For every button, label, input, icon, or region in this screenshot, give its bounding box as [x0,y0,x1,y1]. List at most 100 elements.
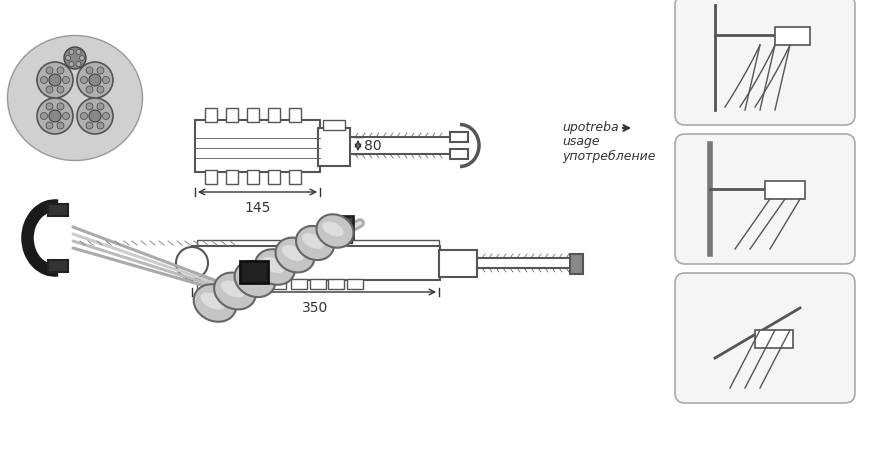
Circle shape [96,67,104,74]
Bar [322,120,345,130]
Bar [342,237,346,243]
Bar [325,216,353,238]
Bar [205,108,216,122]
Bar [192,246,440,280]
Ellipse shape [8,36,143,161]
Bar [226,170,238,184]
Ellipse shape [194,284,236,322]
Circle shape [46,67,53,74]
Circle shape [77,98,113,134]
Circle shape [63,112,70,119]
Text: upotreba: upotreba [561,122,618,134]
Bar [318,128,349,166]
Ellipse shape [262,257,284,273]
Circle shape [37,62,73,98]
Circle shape [76,50,81,54]
Bar [48,260,68,272]
Bar [248,279,263,289]
Circle shape [46,122,53,129]
Bar [223,279,240,289]
Bar [335,237,340,243]
Ellipse shape [214,272,255,309]
Circle shape [46,103,53,110]
Bar [569,254,582,274]
Text: usage: usage [561,136,599,148]
Bar [247,170,259,184]
Bar [196,240,439,247]
Ellipse shape [201,292,225,310]
Circle shape [57,122,64,129]
Bar [240,261,268,283]
Circle shape [86,86,93,93]
Circle shape [96,122,104,129]
Bar [309,279,326,289]
Bar [449,149,468,159]
Circle shape [49,74,61,86]
Bar [48,204,68,216]
Bar [289,108,301,122]
Circle shape [79,56,84,60]
Circle shape [63,76,70,83]
Circle shape [103,76,109,83]
Bar [328,279,343,289]
FancyBboxPatch shape [674,0,854,125]
Circle shape [65,56,70,60]
Ellipse shape [241,269,264,285]
Circle shape [77,62,113,98]
Bar [268,170,280,184]
Circle shape [86,67,93,74]
Circle shape [103,112,109,119]
Circle shape [41,112,48,119]
FancyBboxPatch shape [674,134,854,264]
Bar [195,120,320,172]
Circle shape [86,103,93,110]
Circle shape [64,47,86,69]
Circle shape [57,103,64,110]
Text: 145: 145 [244,201,270,215]
Circle shape [69,50,74,54]
Circle shape [96,103,104,110]
Circle shape [89,110,101,122]
Bar [774,27,809,45]
Circle shape [49,110,61,122]
Bar [289,170,301,184]
Circle shape [57,67,64,74]
Ellipse shape [295,226,334,260]
Circle shape [46,86,53,93]
Ellipse shape [316,214,353,248]
Text: употребление: употребление [561,149,654,162]
Text: 80: 80 [363,139,381,153]
Circle shape [176,247,208,279]
Circle shape [57,86,64,93]
Bar [347,279,362,289]
Ellipse shape [322,221,343,237]
Circle shape [86,122,93,129]
Circle shape [96,86,104,93]
Circle shape [89,74,101,86]
Bar [754,330,792,348]
Circle shape [41,76,48,83]
Bar [196,279,213,289]
Text: 350: 350 [302,301,328,315]
Bar [205,170,216,184]
Circle shape [81,76,88,83]
Bar [269,279,286,289]
Ellipse shape [275,238,314,272]
Ellipse shape [235,261,275,297]
Bar [449,132,468,142]
FancyBboxPatch shape [674,273,854,403]
Ellipse shape [221,281,245,298]
Bar [439,250,476,277]
Ellipse shape [302,233,323,249]
Circle shape [81,112,88,119]
Bar [290,279,307,289]
Bar [247,108,259,122]
Circle shape [69,62,74,66]
Bar [764,181,804,199]
Bar [348,237,352,243]
Bar [268,108,280,122]
Circle shape [76,62,81,66]
Bar [329,237,334,243]
Bar [226,108,238,122]
Ellipse shape [255,249,295,285]
